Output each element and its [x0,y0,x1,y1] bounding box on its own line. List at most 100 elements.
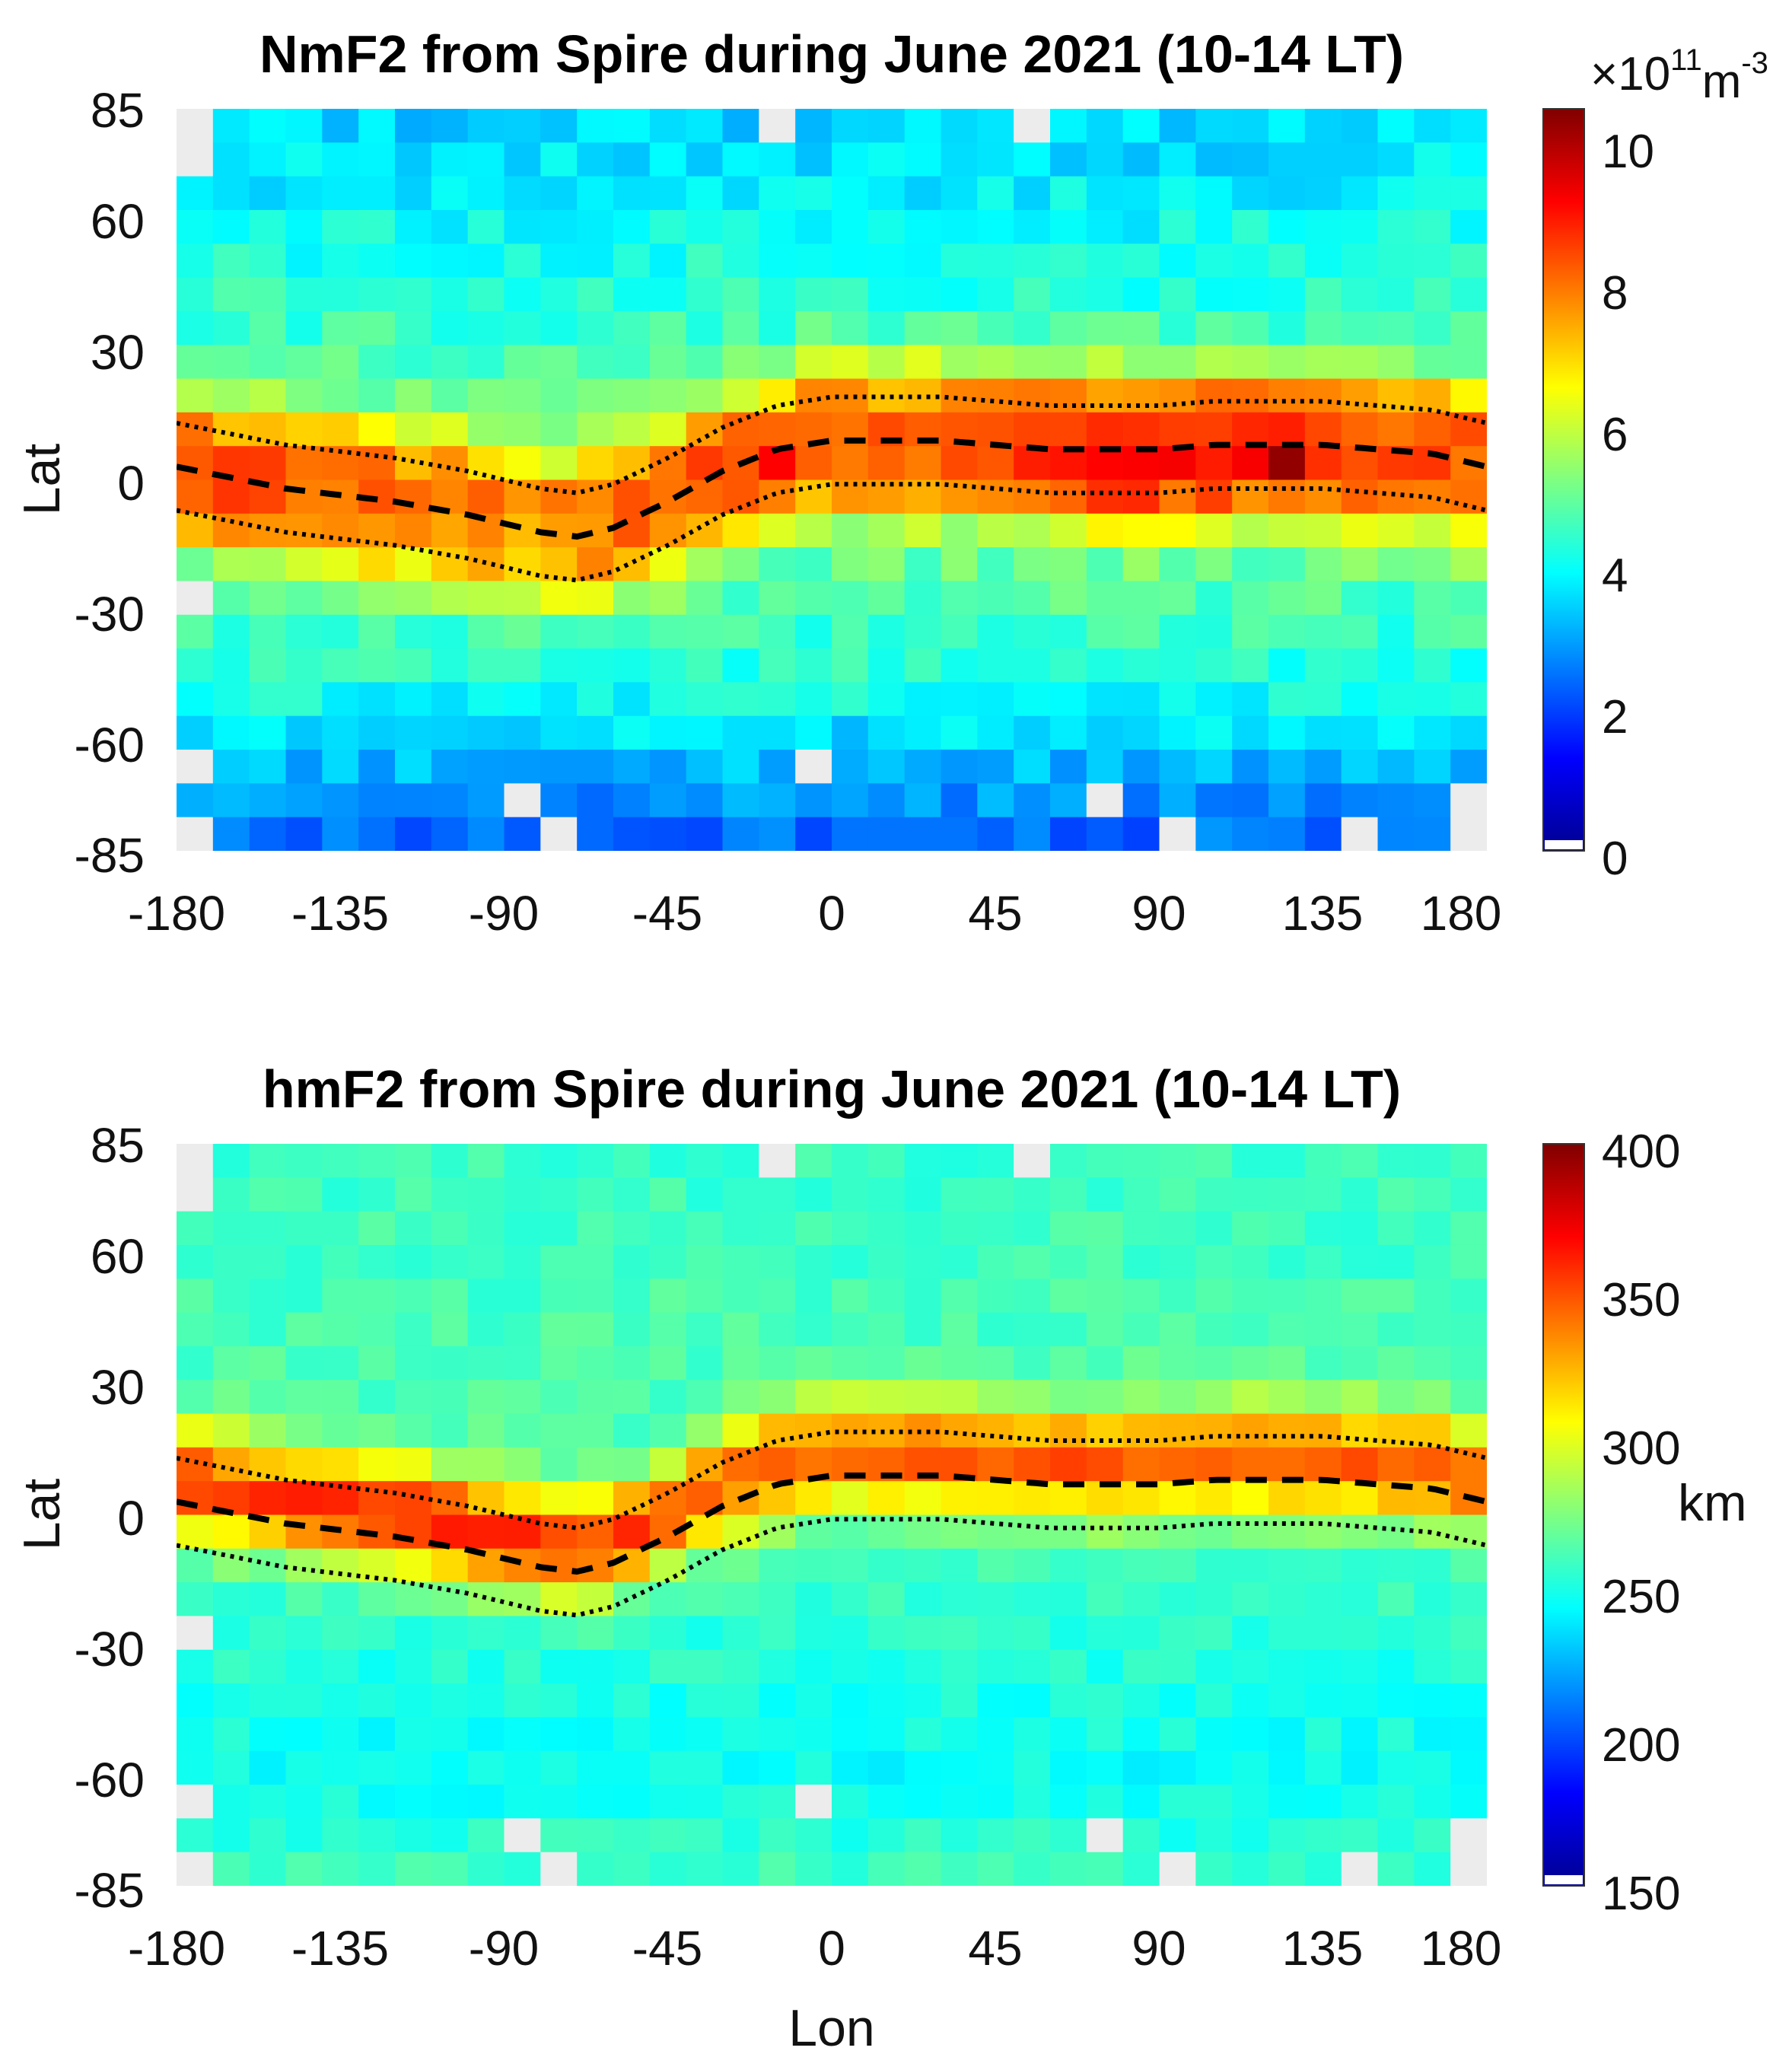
heatmap-cell [431,581,469,616]
heatmap-cell [722,817,759,851]
heatmap-cell [686,209,724,244]
colorbar-gradient [1542,1143,1585,1887]
heatmap-cell [395,1750,432,1785]
heatmap-cell [941,1211,978,1246]
heatmap-cell [1086,750,1124,784]
heatmap-cell [832,1852,869,1886]
heatmap-cell [249,142,287,177]
x-tick-label: 90 [1132,1921,1186,1976]
heatmap-cell [722,1852,759,1886]
heatmap-cell [1414,1818,1451,1853]
heatmap-cell [212,1649,250,1684]
heatmap-cell [322,1211,359,1246]
heatmap-cell [722,345,759,380]
heatmap-cell [540,209,578,244]
heatmap-cell [613,176,651,211]
heatmap-cell [1341,479,1379,514]
heatmap-cell [1086,1785,1124,1819]
heatmap-cell [613,1514,651,1549]
heatmap-cell [1232,513,1269,548]
heatmap-cell [395,1312,432,1347]
heatmap-cell [249,715,287,750]
heatmap-cell [686,715,724,750]
heatmap-cell [577,1683,614,1718]
heatmap-cell [577,1177,614,1212]
heatmap-cell [722,1582,759,1617]
heatmap-cell [1304,345,1342,380]
heatmap-cell [977,1717,1014,1752]
heatmap-cell [577,1750,614,1785]
heatmap-cell [540,715,578,750]
heatmap-cell [1304,513,1342,548]
dip-plus-line [177,394,1487,495]
heatmap-cell [977,412,1014,447]
heatmap-cell [1341,1818,1379,1853]
heatmap-cell [322,1852,359,1886]
colorbar-tick-label: 2 [1602,691,1628,744]
heatmap-cell [577,1818,614,1853]
heatmap-cell [941,1346,978,1381]
heatmap-cell [285,412,323,447]
heatmap-cell [431,1312,469,1347]
heatmap-cell [577,1548,614,1583]
heatmap-cell [649,1346,687,1381]
heatmap-cell [504,682,541,717]
heatmap-cell [904,581,942,616]
y-ticks: 85 60 30 0 -30 -60 -85 [75,1118,145,1918]
heatmap-cell [1268,817,1306,851]
heatmap-cell [759,1177,796,1212]
heatmap-cell [759,1279,796,1314]
heatmap-cell [1268,244,1306,279]
colorbar-gradient [1542,108,1585,852]
heatmap-cell [1377,648,1415,683]
heatmap-cell [795,142,832,177]
heatmap-cell [1341,109,1379,143]
heatmap-cell [431,1750,469,1785]
heatmap-cell [1414,1717,1451,1752]
heatmap-cell [467,715,505,750]
heatmap-cell [1014,1717,1051,1752]
heatmap-cell [577,682,614,717]
heatmap-cell [1122,345,1160,380]
heatmap-cell [1232,479,1269,514]
heatmap-cell [1195,209,1233,244]
heatmap-cell [832,1785,869,1819]
heatmap-cell [1341,378,1379,413]
heatmap-cell [431,1244,469,1279]
heatmap-cell [1268,1244,1306,1279]
heatmap-cell [867,1616,906,1651]
y-tick-label: -30 [75,1622,145,1677]
heatmap-cell [1377,513,1415,548]
heatmap-cell [1341,682,1379,717]
heatmap-cell [395,581,432,616]
heatmap-cell [431,1144,469,1178]
heatmap-cell [867,1380,906,1415]
heatmap-cell [1050,1312,1087,1347]
heatmap-cell [904,446,942,481]
heatmap-cell [686,1514,724,1549]
heatmap-cell [177,783,214,818]
heatmap-cell [613,277,651,312]
heatmap-cell [395,682,432,717]
heatmap-cell [977,1312,1014,1347]
heatmap-cell [686,412,724,447]
colorbar-tick-label: 150 [1602,1868,1680,1920]
heatmap-cell [1122,648,1160,683]
heatmap-cell [832,1279,869,1314]
heatmap-cell [867,750,906,784]
heatmap-cell [1159,1244,1196,1279]
heatmap-cell [285,446,323,481]
heatmap-cell [649,1750,687,1785]
heatmap-cell [1122,1279,1160,1314]
heatmap-cell [1268,412,1306,447]
heatmap-cell [941,783,978,818]
heatmap-cell [1195,682,1233,717]
heatmap-cell [1195,513,1233,548]
heatmap-cell [795,1380,832,1415]
heatmap-cell [795,817,832,851]
heatmap-cell [177,547,214,582]
heatmap-cell [1414,1447,1451,1482]
heatmap-cell [177,682,214,717]
heatmap-cell [431,1211,469,1246]
heatmap-cell [1268,1481,1306,1516]
